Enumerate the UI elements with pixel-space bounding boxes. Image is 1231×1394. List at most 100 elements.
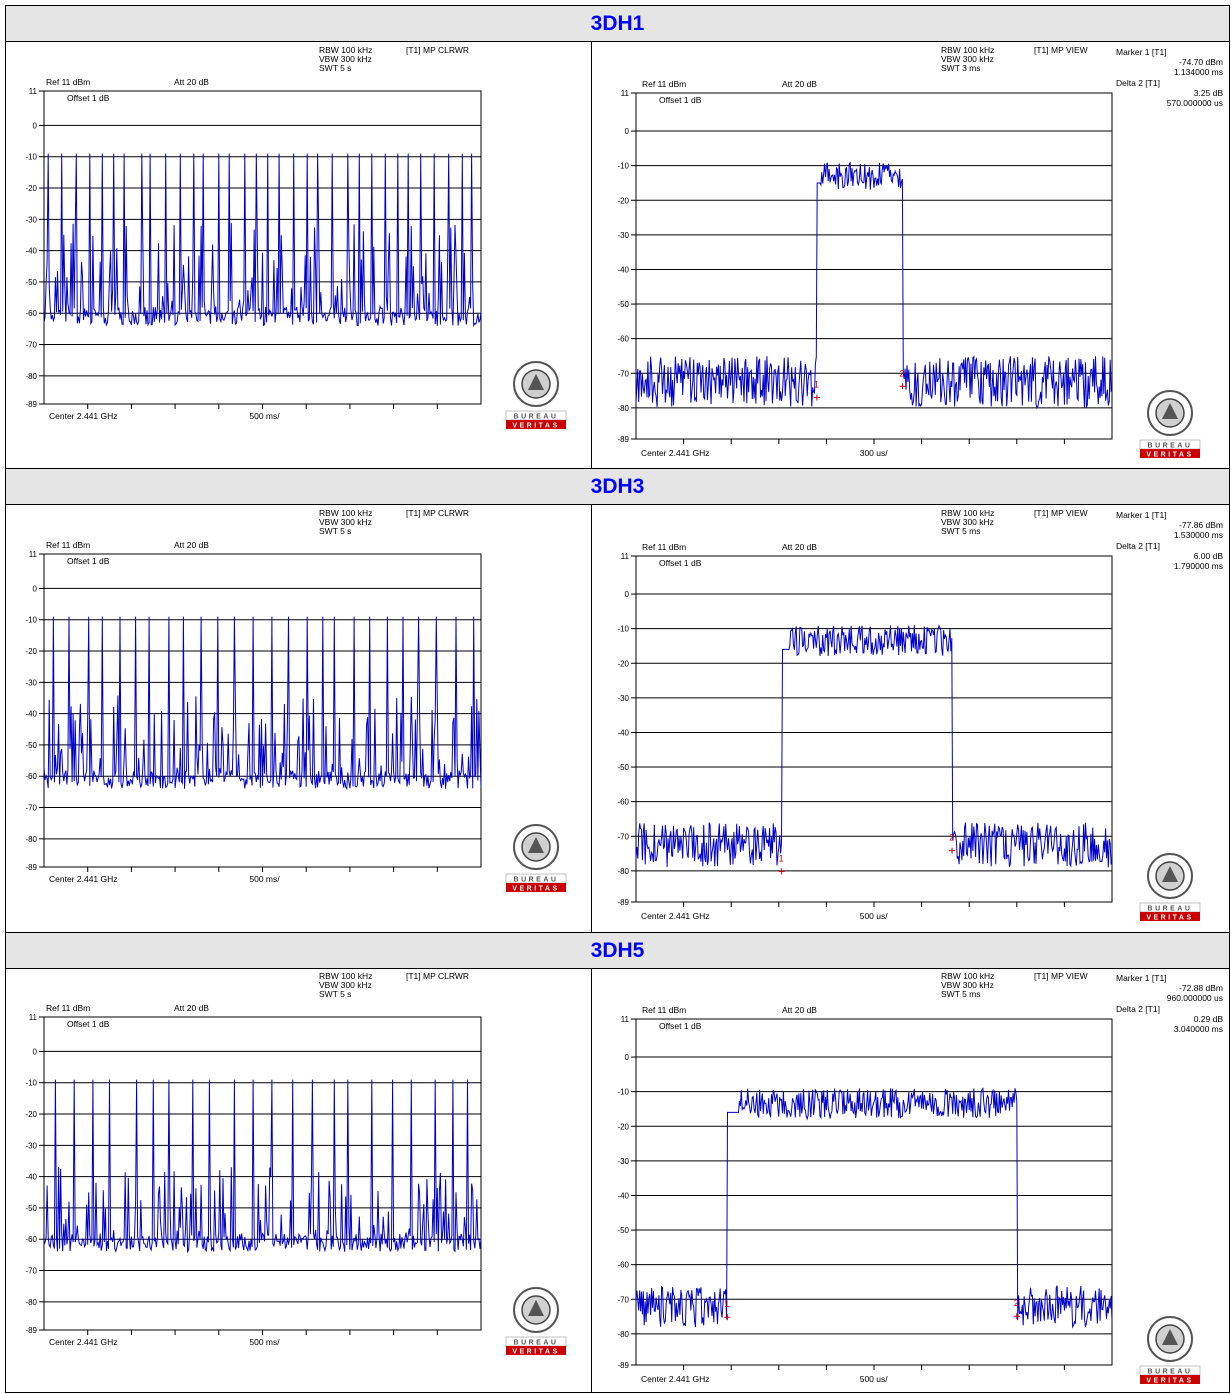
offset-label: Offset 1 dB: [67, 1019, 110, 1029]
y-tick-label: -30: [25, 215, 37, 224]
spectrum-trace: [635, 1087, 1113, 1329]
ref-level-label: Ref 11 dBm: [46, 77, 90, 87]
y-tick-label: -30: [25, 678, 37, 687]
setting-swt: SWT 5 ms: [941, 989, 981, 999]
section-title-3dh1: 3DH1: [6, 6, 1229, 42]
section-title-3dh5: 3DH5: [6, 932, 1229, 969]
y-tick-label: -60: [617, 335, 629, 344]
ref-level-label: Ref 11 dBm: [642, 79, 686, 89]
y-tick-label: -60: [617, 1261, 629, 1270]
sweep-per-division-label: 500 ms/: [249, 411, 280, 421]
y-tick-label: -70: [25, 804, 37, 813]
y-tick-label: -89: [617, 435, 629, 444]
logo-bottom-band: [1140, 912, 1200, 921]
y-tick-label: -30: [617, 231, 629, 240]
column-divider: [591, 42, 592, 468]
y-tick-label: 0: [33, 121, 38, 130]
marker-readout-delta2-time: 1.790000 ms: [1174, 561, 1223, 571]
logo-bottom-band: [506, 1346, 566, 1355]
marker-number-label: 1: [814, 380, 819, 390]
setting-rbw: RBW 100 kHz: [941, 971, 994, 981]
y-tick-label: -80: [617, 404, 629, 413]
plot-frame: [43, 90, 482, 405]
seal-emblem: [528, 374, 544, 390]
y-tick-label: -80: [25, 1298, 37, 1307]
y-tick-label: -10: [617, 162, 629, 171]
ref-level-label: Ref 11 dBm: [46, 540, 90, 550]
y-tick-label: -40: [25, 1173, 37, 1182]
y-tick-label: -89: [617, 1361, 629, 1370]
marker-readout-marker1-label: Marker 1 [T1]: [1116, 47, 1167, 57]
seal-emblem: [528, 1300, 544, 1316]
y-tick-label: -89: [25, 1326, 37, 1335]
logo-wordmark-bottom: VERITAS: [1146, 915, 1193, 922]
y-tick-label: 11: [621, 89, 630, 98]
seal-emblem: [528, 837, 544, 853]
y-tick-label: 11: [29, 550, 38, 559]
y-tick-label: -50: [617, 1226, 629, 1235]
y-tick-label: -10: [25, 153, 37, 162]
setting-mode: [T1] MP CLRWR: [406, 508, 469, 518]
y-tick-label: -10: [617, 1088, 629, 1097]
bureau-veritas-logo: BUREAU VERITAS: [1139, 853, 1201, 922]
y-tick-label: -40: [25, 247, 37, 256]
bureau-veritas-logo: BUREAU VERITAS: [505, 361, 567, 430]
y-tick-label: -40: [617, 1191, 629, 1200]
marker-readout-marker1-label: Marker 1 [T1]: [1116, 510, 1167, 520]
y-tick-label: -10: [617, 625, 629, 634]
y-tick-label: 11: [29, 87, 38, 96]
logo-wordmark-bottom: VERITAS: [512, 1349, 559, 1356]
center-frequency-label: Center 2.441 GHz: [49, 874, 118, 884]
attenuation-label: Att 20 dB: [782, 79, 817, 89]
marker-readout-delta2-level: 0.29 dB: [1194, 1014, 1224, 1024]
section-title-3dh3: 3DH3: [6, 468, 1229, 505]
y-tick-label: -10: [25, 616, 37, 625]
y-tick-label: -80: [617, 867, 629, 876]
y-tick-label: -70: [617, 832, 629, 841]
bureau-veritas-logo: BUREAU VERITAS: [1139, 390, 1201, 459]
sweep-per-division-label: 500 ms/: [249, 1337, 280, 1347]
y-tick-label: 11: [29, 1013, 38, 1022]
y-tick-label: 0: [625, 1053, 630, 1062]
setting-vbw: VBW 300 kHz: [319, 980, 372, 990]
marker-number-label: 1: [724, 1299, 729, 1309]
attenuation-label: Att 20 dB: [782, 1005, 817, 1015]
marker-readout-delta2-time: 570.000000 us: [1167, 98, 1223, 108]
ref-level-label: Ref 11 dBm: [642, 1005, 686, 1015]
y-tick-label: -89: [25, 863, 37, 872]
plot-frame: [635, 555, 1113, 903]
offset-label: Offset 1 dB: [67, 93, 110, 103]
marker-readout-marker1-time: 1.530000 ms: [1174, 530, 1223, 540]
y-tick-label: 11: [621, 552, 630, 561]
spectrum-trace: [635, 161, 1113, 410]
y-tick-label: -20: [25, 184, 37, 193]
y-tick-label: -70: [25, 341, 37, 350]
seal-emblem: [1162, 403, 1178, 419]
y-tick-label: -60: [25, 772, 37, 781]
marker-readout-delta2-label: Delta 2 [T1]: [1116, 1004, 1160, 1014]
attenuation-label: Att 20 dB: [174, 1003, 209, 1013]
offset-label: Offset 1 dB: [67, 556, 110, 566]
y-tick-label: -50: [617, 300, 629, 309]
logo-wordmark-bottom: VERITAS: [1146, 1378, 1193, 1385]
y-tick-label: 0: [33, 1047, 38, 1056]
marker-readout-marker1-level: -72.88 dBm: [1179, 983, 1223, 993]
y-tick-label: -60: [617, 798, 629, 807]
logo-bottom-band: [1140, 449, 1200, 458]
logo-bottom-band: [506, 420, 566, 429]
bureau-veritas-logo: BUREAU VERITAS: [505, 824, 567, 893]
marker-number-label: 2: [1014, 1298, 1019, 1308]
y-tick-label: 11: [621, 1015, 630, 1024]
y-tick-label: -40: [25, 710, 37, 719]
offset-label: Offset 1 dB: [659, 558, 702, 568]
marker-readout-marker1-time: 960.000000 us: [1167, 993, 1223, 1003]
y-tick-label: -30: [617, 694, 629, 703]
y-tick-label: -40: [617, 728, 629, 737]
y-tick-label: 0: [625, 127, 630, 136]
y-tick-label: -80: [25, 372, 37, 381]
y-tick-label: -60: [25, 309, 37, 318]
logo-wordmark-top: BUREAU: [514, 414, 559, 421]
